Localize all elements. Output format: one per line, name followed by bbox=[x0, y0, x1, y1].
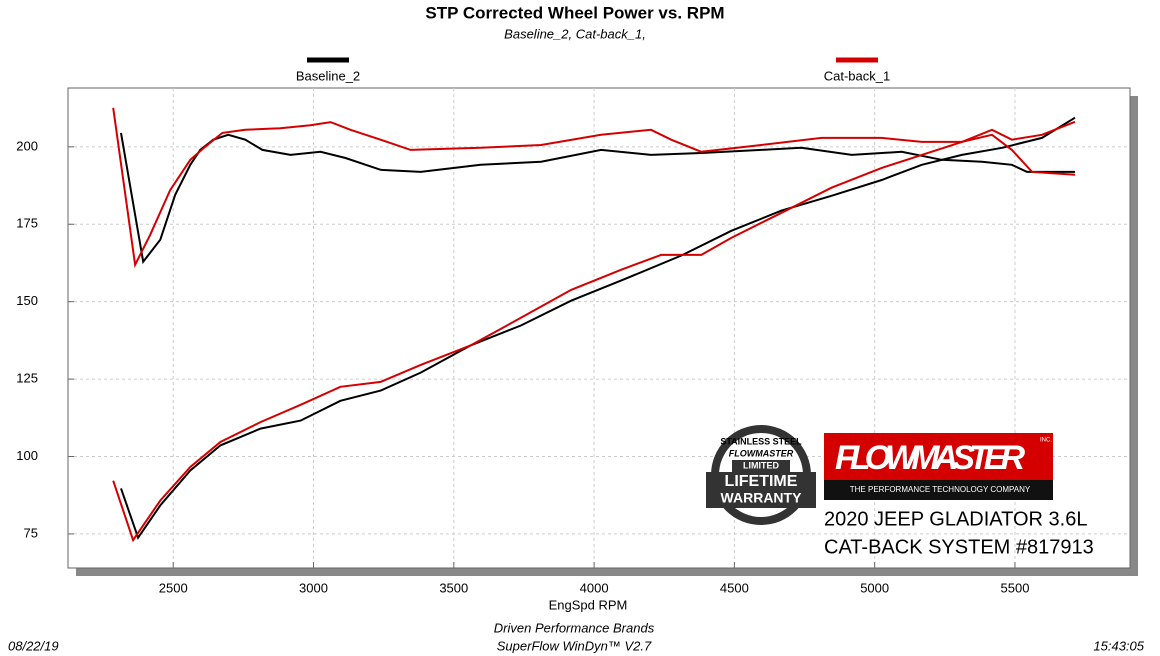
badge-limited: LIMITED bbox=[743, 460, 779, 470]
caption-line2: CAT-BACK SYSTEM #817913 bbox=[824, 536, 1094, 558]
logo-tagline: THE PERFORMANCE TECHNOLOGY COMPANY bbox=[850, 485, 1031, 494]
footer-date: 08/22/19 bbox=[8, 638, 59, 653]
badge-banner bbox=[706, 472, 816, 508]
x-tick-label: 4500 bbox=[720, 580, 749, 595]
badge-top: STAINLESS STEEL bbox=[720, 436, 802, 446]
chart-subtitle: Baseline_2, Cat-back_1, bbox=[504, 26, 646, 41]
legend-label: Baseline_2 bbox=[296, 68, 360, 83]
data-line bbox=[112, 120, 1076, 543]
y-tick-label: 125 bbox=[16, 371, 38, 386]
x-tick-label: 3000 bbox=[299, 580, 328, 595]
legend-label: Cat-back_1 bbox=[824, 68, 890, 83]
caption-line1: 2020 JEEP GLADIATOR 3.6L bbox=[824, 508, 1087, 530]
y-tick-label: 75 bbox=[24, 525, 38, 540]
badge-line2: WARRANTY bbox=[721, 490, 803, 506]
plot: 75 100 125 150 175 200 2500 3000 3500 4000 4500 500… bbox=[16, 88, 1130, 595]
x-tick-label: 4000 bbox=[580, 580, 609, 595]
footer-software: SuperFlow WinDyn™ V2.7 bbox=[497, 638, 652, 653]
badge-brand: FLOWMASTER bbox=[729, 448, 794, 458]
y-tick-label: 100 bbox=[16, 448, 38, 463]
warranty-badge: STAINLESS STEEL FLOWMASTER LIMITED LIFET… bbox=[706, 425, 816, 525]
y-tick-label: 175 bbox=[16, 216, 38, 231]
footer-company: Driven Performance Brands bbox=[494, 620, 655, 635]
y-tick-label: 150 bbox=[16, 293, 38, 308]
data-line bbox=[120, 116, 1076, 540]
x-tick-label: 3500 bbox=[439, 580, 468, 595]
x-axis-label: EngSpd RPM bbox=[549, 597, 628, 612]
chart-title: STP Corrected Wheel Power vs. RPM bbox=[425, 3, 724, 22]
x-tick-label: 5500 bbox=[1001, 580, 1030, 595]
badge-band bbox=[732, 460, 790, 472]
footer-time: 15:43:05 bbox=[1093, 638, 1144, 653]
x-tick-label: 2500 bbox=[159, 580, 188, 595]
logo-inc: INC. bbox=[1040, 438, 1052, 444]
badge-line1: LIFETIME bbox=[725, 473, 798, 490]
flowmaster-logo: FLOWMASTER INC. THE PERFORMANCE TECHNOLO… bbox=[824, 433, 1053, 500]
logo-band bbox=[824, 480, 1053, 500]
x-tick-label: 5000 bbox=[860, 580, 889, 595]
y-tick-label: 200 bbox=[16, 138, 38, 153]
logo-brand: FLOWMASTER bbox=[835, 439, 1025, 477]
data-line bbox=[112, 107, 1076, 269]
